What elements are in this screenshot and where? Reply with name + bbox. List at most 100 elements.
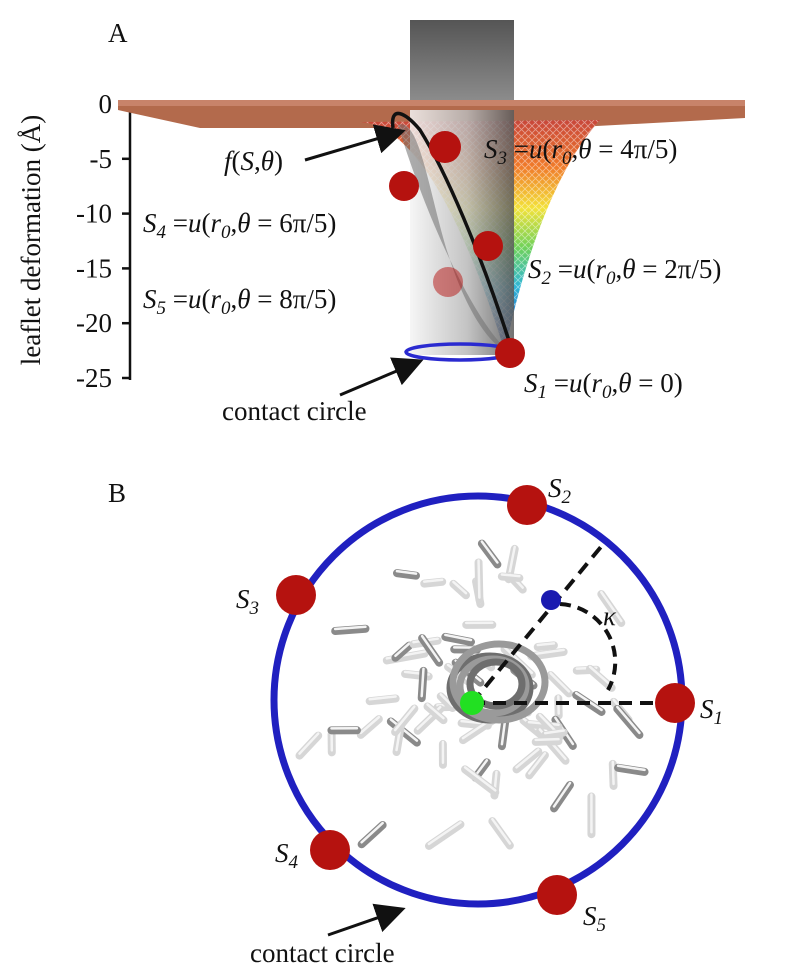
annotation: S4 =u(r0,θ = 6π/5) xyxy=(143,208,336,243)
text-segment: 3 xyxy=(497,148,508,169)
text-segment: u xyxy=(188,208,202,238)
text-segment: , xyxy=(616,254,623,284)
annotation: S1 =u(r0,θ = 0) xyxy=(524,368,683,403)
text-segment: r xyxy=(551,134,562,164)
text-segment: ( xyxy=(586,254,595,284)
text-segment: θ xyxy=(237,208,250,238)
text-segment: S xyxy=(236,584,250,614)
site xyxy=(310,830,350,870)
text-segment: 2 xyxy=(562,487,572,508)
arrow xyxy=(328,910,400,935)
annotation: S3 xyxy=(236,584,259,619)
tick-label: -10 xyxy=(76,199,112,229)
annotation: S4 xyxy=(275,838,299,873)
text-segment: 0 xyxy=(562,148,572,169)
site xyxy=(537,875,577,915)
bond-highlight xyxy=(429,822,461,843)
site xyxy=(655,683,695,723)
bond xyxy=(361,719,379,735)
text-segment: S xyxy=(700,694,714,724)
text-segment: r xyxy=(595,254,606,284)
site xyxy=(433,267,463,297)
text-segment: ( xyxy=(232,146,241,176)
y-axis-label: leaflet deformation (Å) xyxy=(16,115,46,365)
tick-label: -5 xyxy=(90,144,113,174)
text-segment: = xyxy=(507,134,529,164)
text-segment: = 2π/5) xyxy=(636,254,722,284)
annotation: S3 =u(r0,θ = 4π/5) xyxy=(484,134,677,169)
text-segment: 1 xyxy=(538,382,548,403)
text-segment: θ xyxy=(622,254,635,284)
text-segment: = 6π/5) xyxy=(251,208,337,238)
center-atom xyxy=(460,691,484,715)
tick-label: -25 xyxy=(76,363,112,393)
text-segment: S xyxy=(275,838,289,868)
bond xyxy=(536,741,559,742)
text-segment: 0 xyxy=(221,298,231,319)
bond xyxy=(453,584,466,595)
site xyxy=(473,231,503,261)
text-segment: ) xyxy=(274,146,283,176)
text-segment: S xyxy=(528,254,542,284)
bond xyxy=(299,736,318,756)
text-segment: , xyxy=(254,146,261,176)
text-segment: u xyxy=(573,254,587,284)
text-segment: ( xyxy=(201,284,210,314)
text-segment: 0 xyxy=(221,222,231,243)
text-segment: ( xyxy=(201,208,210,238)
text-segment: S xyxy=(484,134,498,164)
membrane-edge xyxy=(118,100,745,106)
cylinder xyxy=(410,110,514,355)
text-segment: 4 xyxy=(289,852,299,873)
bond xyxy=(617,709,639,735)
bond-highlight xyxy=(613,762,614,784)
text-segment: = xyxy=(166,284,188,314)
annotation: S2 xyxy=(548,473,572,508)
bond-highlight xyxy=(422,669,424,696)
site xyxy=(276,575,316,615)
text-segment: S xyxy=(143,208,157,238)
text-segment: u xyxy=(529,134,543,164)
text-segment: 0 xyxy=(606,268,616,289)
site xyxy=(495,338,525,368)
text-segment: 4 xyxy=(157,222,167,243)
site xyxy=(389,171,419,201)
annotation: f(S,θ) xyxy=(224,146,283,176)
text-segment: 5 xyxy=(157,298,167,319)
bond-highlight xyxy=(617,707,639,733)
text-segment: S xyxy=(241,146,255,176)
site xyxy=(429,131,461,163)
angle-label: κ xyxy=(603,601,617,631)
panel-b: B κ S1S2S3S4S5 contact circle xyxy=(108,473,723,968)
annotation: S2 =u(r0,θ = 2π/5) xyxy=(528,254,721,289)
text-segment: θ xyxy=(237,284,250,314)
text-segment: S xyxy=(548,473,562,503)
annotation: S1 xyxy=(700,694,723,729)
text-segment: S xyxy=(524,368,538,398)
tick-label: -20 xyxy=(76,308,112,338)
text-segment: θ xyxy=(618,368,631,398)
text-segment: 1 xyxy=(714,708,724,729)
text-segment: θ xyxy=(261,146,274,176)
text-segment: = xyxy=(551,254,573,284)
contact-circle-label: contact circle xyxy=(222,396,367,426)
bond-highlight xyxy=(538,643,554,645)
text-segment: u xyxy=(569,368,583,398)
text-segment: S xyxy=(143,284,157,314)
y-ticks: 0-5-10-15-20-25 xyxy=(76,89,130,393)
arrow xyxy=(305,132,400,160)
text-segment: θ xyxy=(578,134,591,164)
site xyxy=(507,485,547,525)
text-segment: S xyxy=(583,901,597,931)
annotation: S5 =u(r0,θ = 8π/5) xyxy=(143,284,336,319)
contact-circle-label: contact circle xyxy=(250,938,395,968)
bond xyxy=(429,824,461,845)
text-segment: = 8π/5) xyxy=(251,284,337,314)
text-segment: = xyxy=(547,368,569,398)
bond xyxy=(551,675,569,693)
text-segment: 3 xyxy=(249,598,260,619)
text-segment: ( xyxy=(582,368,591,398)
panel-label: A xyxy=(108,18,128,48)
arrow xyxy=(340,362,418,395)
tick-label: -15 xyxy=(76,253,112,283)
